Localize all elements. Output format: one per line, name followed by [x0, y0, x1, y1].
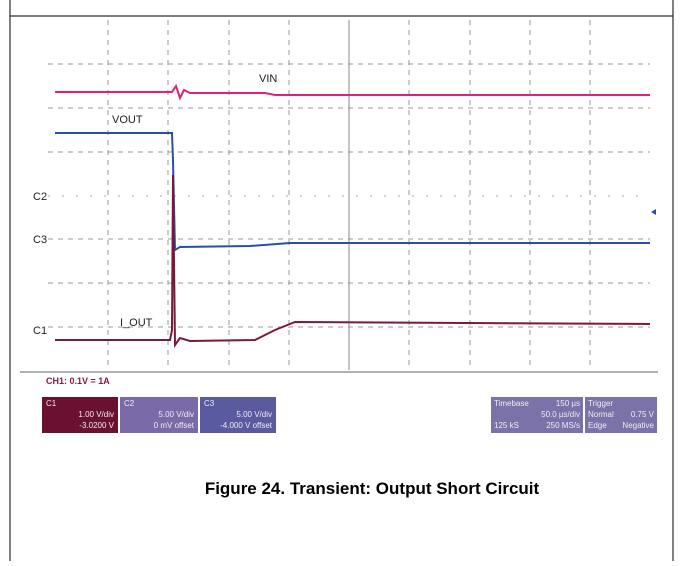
trigger-mode: Normal	[588, 410, 614, 419]
timebase-scale: 50.0 µs/div	[541, 410, 580, 419]
c1-offset: -3.0200 V	[79, 421, 114, 430]
c1-scale: 1.00 V/div	[78, 410, 114, 419]
timebase-samples: 125 kS	[494, 421, 519, 430]
trigger-level: 0.75 V	[631, 410, 655, 419]
c3-name: C3	[204, 399, 215, 408]
timebase-title: Timebase	[494, 399, 529, 408]
c1-box	[42, 397, 118, 433]
trigger-slope: Negative	[622, 421, 654, 430]
c3-scale: 5.00 V/div	[236, 410, 272, 419]
timebase-delay: 150 µs	[556, 399, 580, 408]
trigger-type: Edge	[588, 421, 607, 430]
timebase-box	[491, 397, 583, 433]
iout-label: I_OUT	[120, 317, 153, 329]
c2-name: C2	[124, 399, 135, 408]
trigger-arrow	[651, 209, 656, 215]
c2-label: C2	[33, 191, 47, 203]
c3-label: C3	[33, 234, 47, 246]
c3-offset: -4.000 V offset	[220, 421, 273, 430]
c1-name: C1	[46, 399, 57, 408]
ch-note: CH1: 0.1V = 1A	[46, 376, 110, 386]
vout-label: VOUT	[112, 114, 143, 126]
trigger-title: Trigger	[588, 399, 613, 408]
vout-trace	[55, 132, 650, 252]
c2-offset: 0 mV offset	[154, 421, 195, 430]
caption: Figure 24. Transient: Output Short Circu…	[205, 479, 540, 498]
vin-trace	[55, 83, 650, 101]
iout-trace	[55, 174, 651, 349]
c2-scale: 5.00 V/div	[158, 410, 194, 419]
vin-label: VIN	[259, 73, 277, 85]
trigger-box	[585, 397, 657, 433]
c1-label: C1	[33, 325, 47, 337]
c2-box	[120, 397, 198, 433]
c3-box	[200, 397, 276, 433]
timebase-rate: 250 MS/s	[546, 421, 580, 430]
